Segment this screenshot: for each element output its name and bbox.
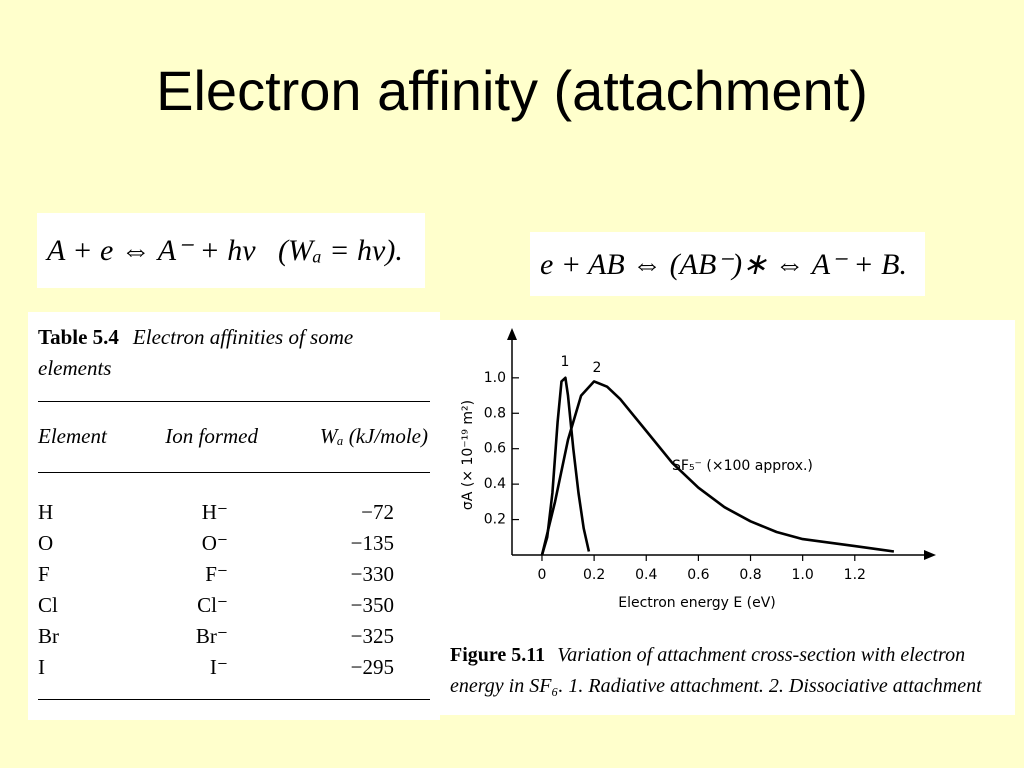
table-caption: Table 5.4 Electron affinities of some ele…	[38, 322, 418, 384]
x-tick-label: 0.2	[583, 567, 605, 583]
table-cell: −330	[350, 562, 394, 586]
y-axis-label: σA (× 10⁻¹⁹ m²)	[460, 400, 476, 510]
equation: e + AB ⇔ (AB⁻)∗ ⇔ A⁻ + B.	[530, 232, 925, 296]
chart: 0.2 0.4 0.6 0.8 1.0 0 0.2 0.4 0.6 0.8 1.0 1.2 Electr…	[460, 328, 936, 611]
x-axis-label: Electron energy E (eV)	[618, 595, 776, 611]
y-tick-label: 0.8	[484, 405, 506, 421]
table-cell: Br	[38, 624, 59, 648]
table-cell: F⁻	[205, 562, 228, 586]
table-cell: Cl	[38, 593, 58, 617]
table-cell: −350	[350, 593, 394, 617]
y-axis-arrow	[507, 328, 517, 340]
figure-label: Figure 5.11	[450, 644, 546, 666]
table-cell: O⁻	[201, 531, 228, 555]
table-cell: −295	[350, 655, 394, 679]
rule	[38, 472, 430, 473]
figure-caption-text: Variation of attachment cross-section wi…	[450, 644, 982, 697]
y-tick-label: 1.0	[484, 370, 506, 386]
table-header: Wₐ (kJ/mole)	[319, 424, 428, 448]
curve	[540, 380, 895, 556]
x-tick-label: 0.4	[635, 567, 657, 583]
x-axis-arrow	[924, 550, 936, 560]
table-cell: I	[38, 655, 45, 679]
curve-label: 1	[561, 354, 570, 370]
x-tick-label: 0.6	[687, 567, 709, 583]
table-header: Ion formed	[165, 424, 258, 448]
table-cell: I⁻	[209, 655, 228, 679]
table-cell: −135	[350, 531, 394, 555]
table-header: Element	[38, 424, 107, 448]
table-cell: −72	[361, 500, 394, 524]
x-tick-label: 0	[538, 567, 547, 583]
table-cell: F	[38, 562, 50, 586]
x-tick-label: 1.2	[844, 567, 866, 583]
curve	[540, 376, 591, 556]
table-cell: Br⁻	[195, 624, 228, 648]
table-cell: H	[38, 500, 54, 524]
table: Table 5.4 Electron affinities of some ele…	[28, 312, 440, 720]
equation: A + e ⇔ A⁻ + hv (Wₐ = hv).	[37, 213, 425, 288]
table-label: Table 5.4	[38, 325, 119, 349]
table-cell: O	[38, 531, 54, 555]
rule	[38, 699, 430, 700]
figure: 0.2 0.4 0.6 0.8 1.0 0 0.2 0.4 0.6 0.8 1.0 1.2 Electr…	[440, 320, 1015, 715]
rule	[38, 401, 430, 402]
table-caption-text: Electron affinities of some elements	[38, 325, 354, 380]
table-cell: Cl⁻	[197, 593, 228, 617]
annotation: SF₅⁻ (×100 approx.)	[672, 458, 813, 474]
table-cell: H⁻	[201, 500, 228, 524]
x-tick-label: 1.0	[792, 567, 814, 583]
y-tick-label: 0.4	[484, 476, 506, 492]
slide-title: Electron affinity (attachment)	[156, 59, 868, 122]
y-tick-label: 0.6	[484, 441, 506, 457]
y-tick-label: 0.2	[484, 512, 506, 528]
figure-caption: Figure 5.11 Variation of attachment cross…	[450, 640, 1010, 702]
x-tick-label: 0.8	[739, 567, 761, 583]
curve-label: 2	[593, 360, 602, 376]
table-cell: −325	[350, 624, 394, 648]
